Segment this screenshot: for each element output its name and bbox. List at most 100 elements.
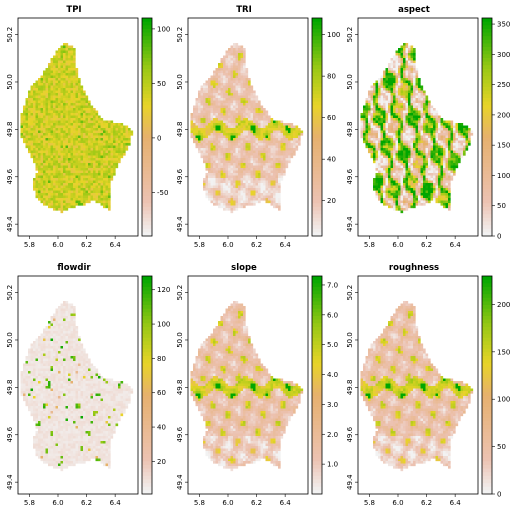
raster-cell bbox=[365, 135, 369, 139]
raster-cell bbox=[403, 185, 406, 189]
raster-cell bbox=[368, 140, 371, 144]
colorbar-swatch bbox=[312, 72, 322, 77]
raster-cell bbox=[280, 138, 284, 141]
raster-cell bbox=[215, 123, 219, 126]
raster-cell bbox=[245, 150, 249, 154]
raster-cell bbox=[65, 170, 69, 174]
raster-cell bbox=[80, 203, 84, 206]
raster-cell bbox=[363, 128, 366, 131]
raster-cell bbox=[53, 185, 56, 189]
raster-cell bbox=[280, 178, 284, 181]
raster-cell bbox=[238, 138, 241, 141]
raster-cell bbox=[70, 73, 74, 76]
raster-cell bbox=[263, 120, 266, 124]
raster-cell bbox=[258, 100, 261, 104]
raster-cell bbox=[390, 98, 394, 101]
raster-cell bbox=[240, 143, 244, 146]
raster-cell bbox=[95, 118, 99, 121]
raster-cell bbox=[413, 60, 416, 64]
raster-cell bbox=[295, 128, 299, 131]
raster-cell bbox=[105, 168, 109, 171]
raster-cell bbox=[230, 163, 234, 166]
raster-cell bbox=[255, 188, 259, 191]
raster-cell bbox=[33, 183, 36, 186]
raster-cell bbox=[63, 83, 66, 86]
raster-cell bbox=[225, 130, 229, 134]
raster-cell bbox=[53, 110, 56, 114]
raster-cell bbox=[98, 155, 101, 159]
raster-cell bbox=[70, 130, 74, 134]
raster-cell bbox=[420, 85, 424, 89]
raster-cell bbox=[413, 145, 416, 149]
raster-cell bbox=[268, 158, 271, 161]
raster-cell bbox=[48, 80, 51, 84]
raster-cell bbox=[273, 148, 276, 151]
raster-cell bbox=[98, 170, 101, 174]
raster-cell bbox=[55, 180, 59, 184]
raster-cell bbox=[388, 190, 391, 194]
raster-cell bbox=[400, 135, 404, 139]
colorbar-swatch bbox=[312, 123, 322, 128]
raster-cell bbox=[33, 148, 36, 151]
raster-cell bbox=[53, 155, 56, 159]
raster-cell bbox=[40, 160, 44, 164]
raster-cell bbox=[238, 103, 241, 106]
raster-cell bbox=[400, 183, 404, 186]
raster-cell bbox=[248, 85, 251, 89]
raster-cell bbox=[40, 108, 44, 111]
raster-cell bbox=[115, 160, 119, 164]
raster-cell bbox=[223, 125, 226, 129]
raster-cell bbox=[415, 195, 419, 199]
raster-cell bbox=[90, 125, 94, 129]
raster-cell bbox=[40, 165, 44, 169]
raster-cell bbox=[390, 130, 394, 134]
raster-cell bbox=[273, 120, 276, 124]
raster-cell bbox=[233, 50, 236, 54]
raster-cell bbox=[43, 113, 46, 116]
raster-cell bbox=[360, 113, 364, 116]
raster-cell bbox=[245, 95, 249, 99]
raster-cell bbox=[248, 125, 251, 129]
raster-cell bbox=[375, 140, 379, 144]
raster-cell bbox=[225, 118, 229, 121]
raster-cell bbox=[268, 178, 271, 181]
raster-cell bbox=[245, 203, 249, 206]
raster-cell bbox=[410, 68, 414, 71]
raster-cell bbox=[43, 123, 46, 126]
raster-cell bbox=[243, 128, 246, 131]
raster-cell bbox=[43, 90, 46, 94]
raster-cell bbox=[60, 80, 64, 84]
raster-cell bbox=[73, 115, 76, 119]
raster-cell bbox=[85, 118, 89, 121]
raster-cell bbox=[103, 165, 106, 169]
raster-cell bbox=[253, 193, 256, 196]
raster-cell bbox=[55, 133, 59, 136]
raster-cell bbox=[50, 98, 54, 101]
raster-cell bbox=[240, 58, 244, 61]
raster-cell bbox=[55, 128, 59, 131]
raster-cell bbox=[68, 138, 71, 141]
raster-cell bbox=[235, 90, 239, 94]
raster-cell bbox=[250, 120, 254, 124]
raster-cell bbox=[400, 208, 404, 211]
raster-cell bbox=[273, 188, 276, 191]
raster-cell bbox=[103, 173, 106, 176]
raster-cell bbox=[285, 135, 289, 139]
raster-cell bbox=[118, 143, 121, 146]
raster-cell bbox=[230, 75, 234, 79]
raster-cell bbox=[388, 110, 391, 114]
raster-cell bbox=[55, 115, 59, 119]
raster-cell bbox=[225, 165, 229, 169]
raster-cell bbox=[398, 183, 401, 186]
raster-cell bbox=[230, 118, 234, 121]
raster-cell bbox=[398, 140, 401, 144]
raster-cell bbox=[68, 163, 71, 166]
raster-cell bbox=[225, 148, 229, 151]
raster-cell bbox=[58, 123, 61, 126]
raster-cell bbox=[103, 128, 106, 131]
raster-cell bbox=[268, 195, 271, 199]
raster-cell bbox=[73, 153, 76, 156]
raster-cell bbox=[208, 183, 211, 186]
raster-cell bbox=[243, 150, 246, 154]
